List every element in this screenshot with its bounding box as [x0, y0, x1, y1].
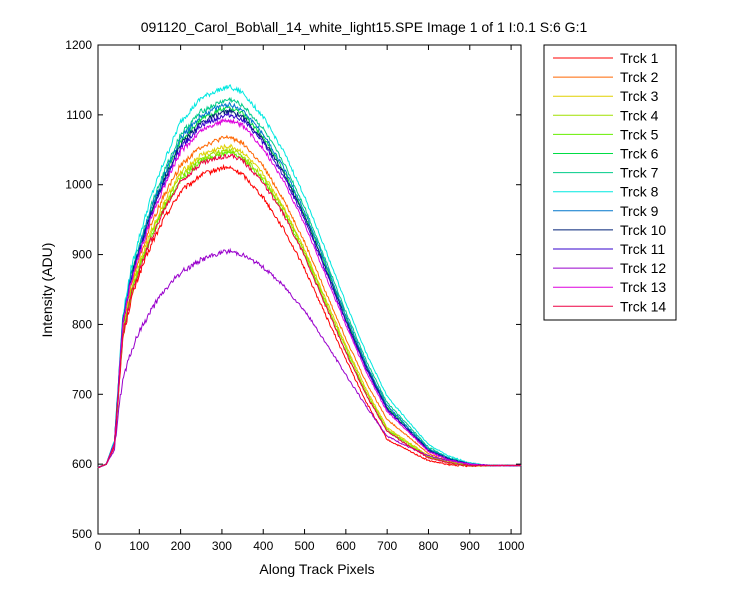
- y-tick-label: 900: [72, 248, 92, 262]
- y-tick-label: 1100: [66, 108, 92, 122]
- x-tick-label: 800: [418, 539, 438, 553]
- legend-label-9: Trck 9: [620, 203, 659, 219]
- legend-label-8: Trck 8: [620, 184, 659, 200]
- legend-label-2: Trck 2: [620, 69, 659, 85]
- legend-label-6: Trck 6: [620, 146, 659, 162]
- legend-label-3: Trck 3: [620, 88, 659, 104]
- y-axis-label: Intensity (ADU): [39, 243, 55, 338]
- legend: Trck 1 Trck 2 Trck 3 Trck 4 Trck 5 Trck 6 Trck…: [543, 44, 677, 321]
- x-tick-label: 1000: [498, 539, 525, 553]
- y-tick-label: 700: [72, 387, 92, 401]
- legend-label-7: Trck 7: [620, 165, 659, 181]
- y-tick-label: 1200: [65, 38, 92, 52]
- legend-label-10: Trck 10: [620, 222, 666, 238]
- x-tick-label: 300: [212, 539, 232, 553]
- legend-label-5: Trck 5: [620, 126, 659, 142]
- x-tick-label: 200: [171, 539, 191, 553]
- y-tick-label: 500: [72, 527, 92, 541]
- x-tick-label: 900: [460, 539, 480, 553]
- legend-label-13: Trck 13: [620, 279, 666, 295]
- x-tick-label: 700: [377, 539, 397, 553]
- x-tick-label: 0: [95, 539, 102, 553]
- y-tick-label: 1000: [65, 178, 92, 192]
- x-tick-label: 500: [295, 539, 315, 553]
- chart-title: 091120_Carol_Bob\all_14_white_light15.SP…: [141, 19, 588, 35]
- legend-label-11: Trck 11: [620, 241, 665, 257]
- series-layer: [97, 84, 522, 469]
- series-line-1: [97, 163, 522, 469]
- y-tick-label: 600: [72, 457, 92, 471]
- legend-label-14: Trck 14: [620, 298, 666, 314]
- series-line-14: [97, 153, 522, 468]
- legend-label-4: Trck 4: [620, 107, 659, 123]
- plot-area: [97, 44, 522, 535]
- x-tick-label: 600: [336, 539, 356, 553]
- y-tick-label: 800: [72, 317, 92, 331]
- legend-label-1: Trck 1: [620, 50, 659, 66]
- x-axis-label: Along Track Pixels: [259, 561, 374, 577]
- x-tick-label: 100: [129, 539, 149, 553]
- y-axis: 500 600 700 800 900 1000 1100 1200: [65, 38, 521, 541]
- x-tick-label: 400: [253, 539, 273, 553]
- legend-box: [543, 44, 677, 321]
- series-line-13: [97, 117, 521, 469]
- series-line-8: [97, 84, 521, 469]
- x-axis: 0 100 200 300 400 500 600 700 800 900 1000: [95, 45, 525, 553]
- legend-label-12: Trck 12: [620, 260, 666, 276]
